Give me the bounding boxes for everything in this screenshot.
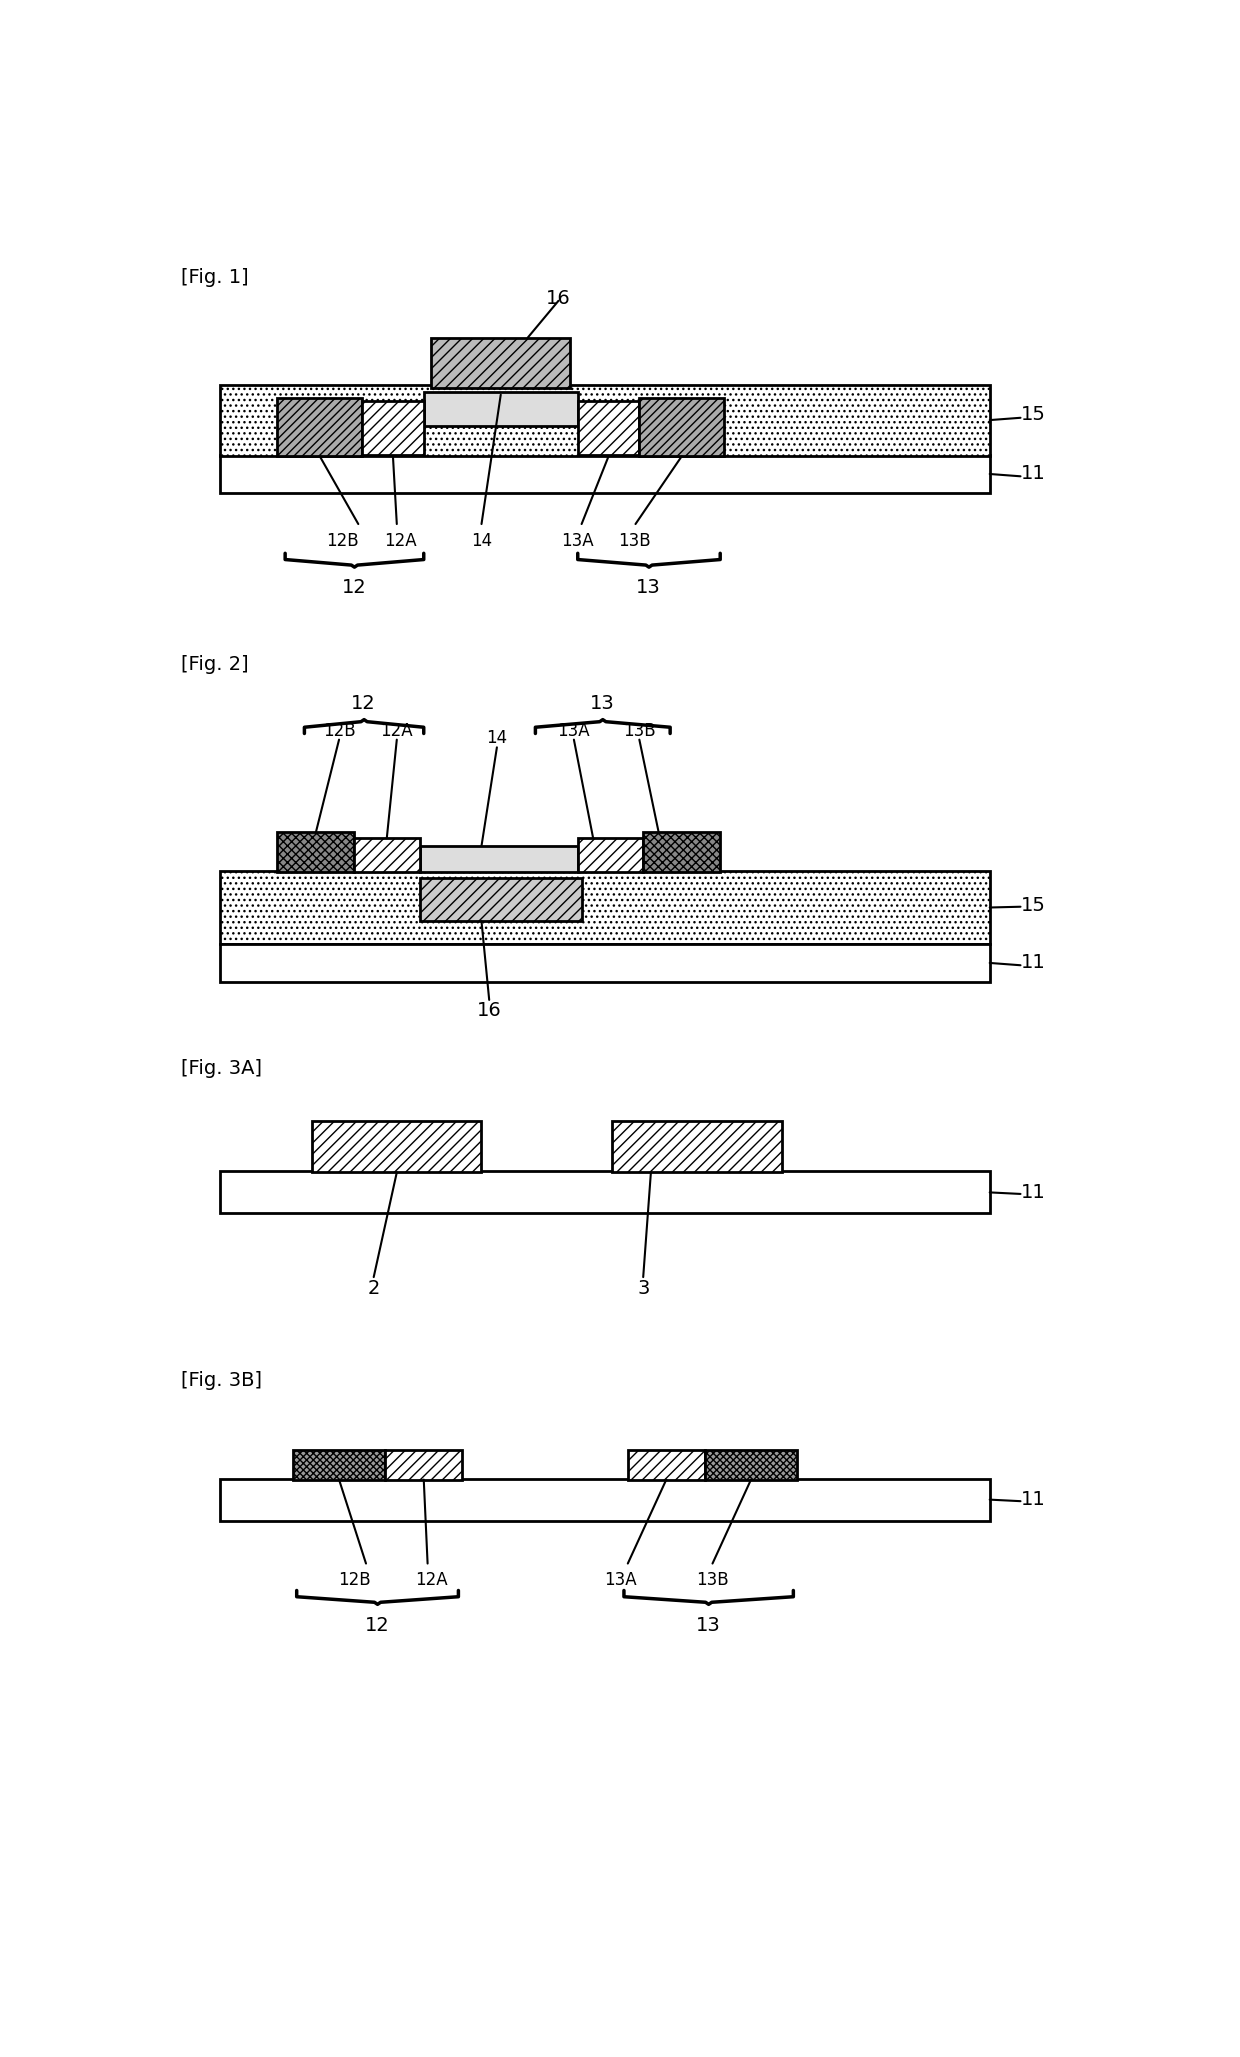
Text: 16: 16 [546, 290, 570, 309]
Bar [627, 1450, 704, 1479]
Text: 12B: 12B [326, 533, 360, 549]
Bar [219, 944, 990, 981]
Text: 13: 13 [697, 1617, 720, 1635]
Text: 13B: 13B [696, 1572, 729, 1590]
Bar [613, 1121, 781, 1172]
Text: [Fig. 3A]: [Fig. 3A] [181, 1059, 262, 1078]
Text: 11: 11 [1021, 1183, 1045, 1201]
Text: 12A: 12A [415, 1572, 448, 1590]
Text: 14: 14 [471, 533, 492, 549]
Text: 15: 15 [1021, 405, 1045, 424]
Bar [219, 870, 990, 944]
Text: 13: 13 [636, 578, 661, 597]
Bar [219, 1479, 990, 1522]
Bar [644, 831, 720, 872]
Text: 11: 11 [1021, 465, 1045, 483]
Bar [704, 1450, 797, 1479]
Text: 13A: 13A [558, 722, 590, 741]
Text: 14: 14 [486, 730, 507, 747]
Text: 3: 3 [637, 1279, 650, 1298]
Text: 12B: 12B [339, 1572, 371, 1590]
Text: 15: 15 [1021, 895, 1045, 915]
Text: [Fig. 1]: [Fig. 1] [181, 267, 249, 288]
Bar [640, 397, 724, 455]
Bar [432, 337, 570, 389]
Bar [420, 878, 582, 922]
Bar [362, 401, 424, 455]
Text: 13A: 13A [604, 1572, 636, 1590]
Bar [293, 1450, 386, 1479]
Text: [Fig. 2]: [Fig. 2] [181, 654, 249, 675]
Text: [Fig. 3B]: [Fig. 3B] [181, 1372, 262, 1391]
Text: 12B: 12B [322, 722, 356, 741]
Text: 12A: 12A [384, 533, 417, 549]
Text: 12A: 12A [381, 722, 413, 741]
Text: 13B: 13B [622, 722, 656, 741]
Bar [219, 455, 990, 494]
Text: 16: 16 [477, 1002, 501, 1020]
Bar [355, 837, 420, 872]
Text: 13: 13 [590, 693, 615, 712]
Bar [578, 401, 640, 455]
Text: 11: 11 [1021, 954, 1045, 973]
Text: 11: 11 [1021, 1489, 1045, 1510]
Bar [578, 837, 644, 872]
Bar [420, 845, 578, 872]
Bar [386, 1450, 463, 1479]
Text: 12: 12 [351, 693, 376, 712]
Bar [424, 391, 578, 426]
Bar [219, 385, 990, 457]
Text: 12: 12 [342, 578, 367, 597]
Bar [219, 1170, 990, 1214]
Bar [278, 831, 355, 872]
Bar [312, 1121, 481, 1172]
Text: 13B: 13B [618, 533, 650, 549]
Bar [278, 397, 362, 455]
Text: 13A: 13A [562, 533, 594, 549]
Text: 12: 12 [365, 1617, 389, 1635]
Text: 2: 2 [367, 1279, 379, 1298]
